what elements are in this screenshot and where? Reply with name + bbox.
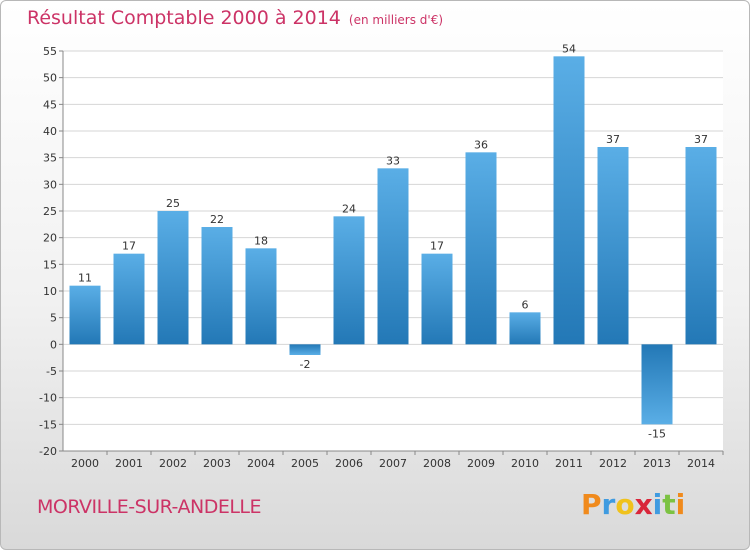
y-tick-label: 45	[43, 98, 57, 111]
bar-2013	[641, 344, 673, 425]
proxiti-logo: Proxiti	[581, 488, 685, 521]
bar-2004	[245, 248, 277, 345]
logo-letter: o	[615, 488, 635, 521]
data-label-2014: 37	[694, 133, 708, 146]
y-tick-label: -5	[46, 365, 57, 378]
y-tick-label: 5	[50, 312, 57, 325]
y-tick-label: 20	[43, 232, 57, 245]
x-tick-label-2002: 2002	[159, 457, 187, 470]
bar-2008	[421, 253, 453, 345]
logo-letter: x	[634, 488, 653, 521]
bar-2003	[201, 227, 233, 345]
bar-2005	[289, 344, 321, 355]
x-tick-label-2013: 2013	[643, 457, 671, 470]
y-tick-label: 10	[43, 285, 57, 298]
y-tick-label: 40	[43, 125, 57, 138]
x-tick-label-2003: 2003	[203, 457, 231, 470]
y-tick-label: 30	[43, 178, 57, 191]
logo-letter: P	[581, 488, 602, 521]
chart-title: Résultat Comptable 2000 à 2014 (en millie…	[27, 7, 443, 29]
y-tick-label: 50	[43, 72, 57, 85]
data-label-2012: 37	[606, 133, 620, 146]
chart-unit: (en milliers d'€)	[348, 13, 444, 27]
data-label-2013: -15	[648, 427, 666, 440]
data-label-2003: 22	[210, 213, 224, 226]
logo-letter: t	[662, 488, 676, 521]
x-tick-label-2005: 2005	[291, 457, 319, 470]
bar-2009	[465, 152, 497, 345]
x-tick-label-2006: 2006	[335, 457, 363, 470]
data-label-2005: -2	[300, 358, 311, 371]
x-tick-label-2014: 2014	[687, 457, 715, 470]
data-label-2008: 17	[430, 240, 444, 253]
x-tick-label-2012: 2012	[599, 457, 627, 470]
bar-2012	[597, 147, 629, 345]
bar-2007	[377, 168, 409, 345]
data-label-2010: 6	[522, 298, 529, 311]
data-label-2007: 33	[386, 154, 400, 167]
data-label-2009: 36	[474, 138, 488, 151]
data-label-2006: 24	[342, 202, 356, 215]
y-tick-label: -15	[39, 418, 57, 431]
data-label-2000: 11	[78, 272, 92, 285]
x-tick-label-2008: 2008	[423, 457, 451, 470]
data-label-2001: 17	[122, 240, 136, 253]
data-label-2002: 25	[166, 197, 180, 210]
y-tick-label: 0	[50, 338, 57, 351]
data-label-2004: 18	[254, 234, 268, 247]
y-tick-label: -10	[39, 392, 57, 405]
bar-2011	[553, 56, 585, 345]
bar-2002	[157, 211, 189, 345]
y-tick-label: 25	[43, 205, 57, 218]
x-tick-label-2004: 2004	[247, 457, 275, 470]
bar-2010	[509, 312, 541, 345]
x-tick-label-2007: 2007	[379, 457, 407, 470]
x-tick-label-2000: 2000	[71, 457, 99, 470]
logo-letter: r	[601, 488, 616, 521]
town-name: MORVILLE-SUR-ANDELLE	[37, 496, 262, 518]
logo-letter: i	[675, 488, 686, 521]
x-tick-label-2011: 2011	[555, 457, 583, 470]
y-tick-label: 15	[43, 258, 57, 271]
y-tick-label: -20	[39, 445, 57, 458]
data-label-2011: 54	[562, 42, 576, 55]
logo-letter: i	[652, 488, 663, 521]
y-tick-label: 55	[43, 45, 57, 58]
chart-title-text: Résultat Comptable 2000 à 2014	[27, 7, 341, 29]
y-tick-label: 35	[43, 152, 57, 165]
x-tick-label-2009: 2009	[467, 457, 495, 470]
bar-2001	[113, 253, 145, 345]
bar-2000	[69, 285, 101, 345]
x-tick-label-2010: 2010	[511, 457, 539, 470]
bar-2006	[333, 216, 365, 345]
x-tick-label-2001: 2001	[115, 457, 143, 470]
bar-2014	[685, 147, 717, 345]
